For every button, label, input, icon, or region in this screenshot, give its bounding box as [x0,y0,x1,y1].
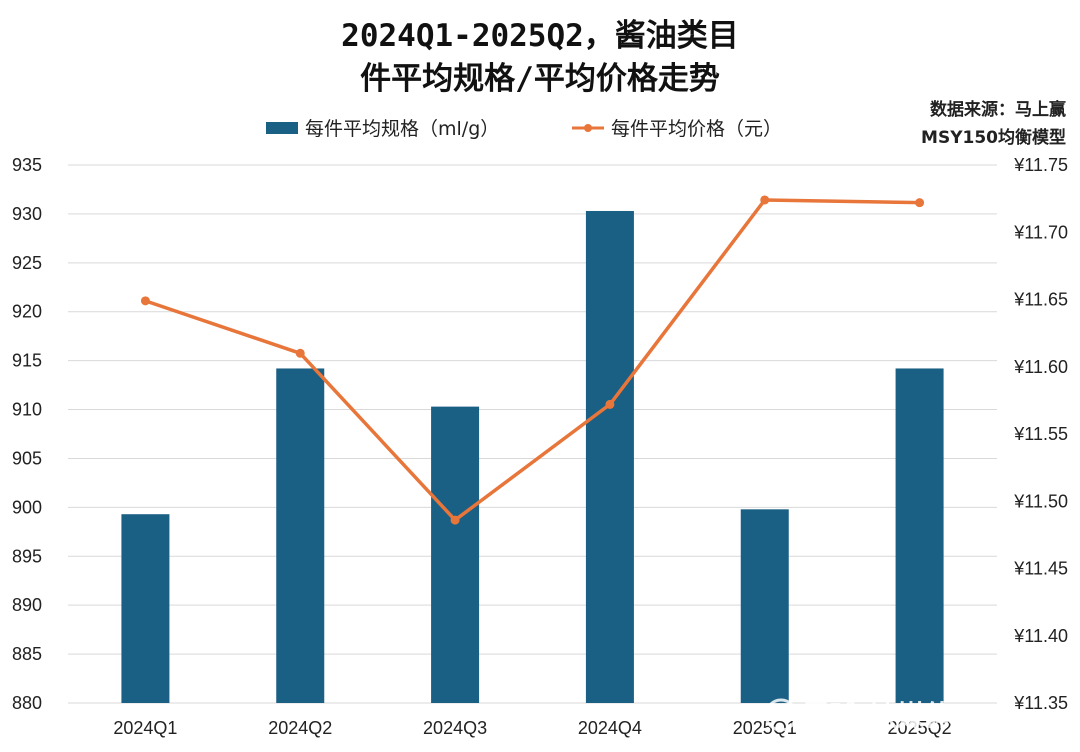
right-tick-label: ¥11.60 [1013,357,1068,377]
left-tick-label: 925 [12,253,42,273]
bar [276,368,325,703]
line-point [760,195,770,205]
chart-title-line1: 2024Q1-2025Q2，酱油类目 [341,18,739,54]
left-tick-label: 895 [12,546,42,566]
watermark-text: 雪球·钛媒体APP [802,699,1015,732]
right-tick-label: ¥11.75 [1013,155,1068,175]
x-tick-label: 2024Q3 [423,718,487,738]
left-tick-label: 915 [12,351,42,371]
left-tick-label: 885 [12,644,42,664]
left-tick-label: 900 [12,497,42,517]
legend-line-marker [584,124,592,132]
watermark: 雪球·钛媒体APP [764,698,1015,732]
legend-line-label: 每件平均价格（元） [611,118,782,140]
legend: 每件平均规格（ml/g） 每件平均价格（元） [266,118,782,140]
x-tick-label: 2024Q1 [113,718,177,738]
x-tick-label: 2024Q2 [268,718,332,738]
x-tick-label: 2025Q1 [733,718,797,738]
right-tick-label: ¥11.35 [1013,693,1068,713]
line-point [450,515,460,525]
watermark-logo-icon [764,698,798,732]
right-tick-label: ¥11.55 [1013,424,1068,444]
bar [585,210,634,703]
right-tick-label: ¥11.70 [1013,222,1068,242]
line-point [605,399,615,409]
line-series [140,195,925,525]
price-line [144,198,920,522]
left-tick-label: 910 [12,400,42,420]
right-tick-label: ¥11.40 [1013,626,1068,646]
gridlines [68,164,997,704]
bar [740,509,789,703]
bar [895,368,944,703]
left-tick-label: 935 [12,155,42,175]
line-point [140,296,150,306]
left-tick-label: 920 [12,302,42,322]
chart-title-line2: 件平均规格/平均价格走势 [360,61,720,97]
right-axis: ¥11.35 ¥11.40 ¥11.45 ¥11.50 ¥11.55 ¥11.60 ¥11.… [1013,155,1068,713]
left-tick-label: 890 [12,595,42,615]
source-note-line1: 数据来源：马上赢 [930,99,1066,120]
right-tick-label: ¥11.65 [1013,290,1068,310]
line-point [915,198,925,208]
left-tick-label: 930 [12,204,42,224]
left-tick-label: 905 [12,448,42,468]
legend-bar-label: 每件平均规格（ml/g） [305,118,499,140]
x-axis: 2024Q1 2024Q2 2024Q3 2024Q4 2025Q1 2025Q2 [113,718,951,738]
x-tick-label: 2024Q4 [578,718,642,738]
right-tick-label: ¥11.50 [1013,491,1068,511]
right-tick-label: ¥11.45 [1013,559,1068,579]
left-axis: 880 885 890 895 900 905 910 915 920 925 930 935 [12,155,42,713]
bar [121,514,170,703]
bar [431,406,480,703]
source-note-line2: MSY150均衡模型 [921,127,1066,148]
x-tick-label: 2025Q2 [888,718,952,738]
bar-series [121,210,944,703]
legend-bar-swatch [266,122,298,134]
left-tick-label: 880 [12,693,42,713]
line-point [295,348,305,358]
